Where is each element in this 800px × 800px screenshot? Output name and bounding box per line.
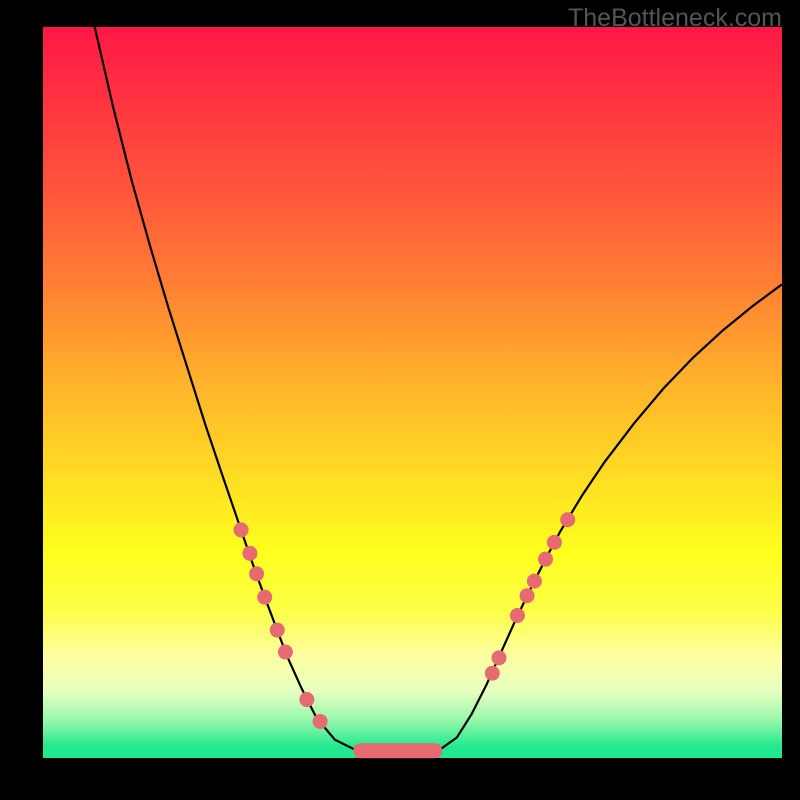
watermark-text: TheBottleneck.com [568,4,782,33]
data-marker [520,588,535,603]
data-marker [299,692,314,707]
data-marker [242,546,257,561]
data-marker [491,650,506,665]
data-marker [560,512,575,527]
data-marker [527,574,542,589]
plot-area [43,27,782,758]
marker-group [234,512,576,729]
data-marker [547,535,562,550]
data-marker [257,590,272,605]
data-marker [313,714,328,729]
data-marker [510,608,525,623]
curve-right-branch [438,284,782,750]
data-marker [270,623,285,638]
data-marker [538,552,553,567]
data-marker [278,645,293,660]
data-marker [485,666,500,681]
data-marker [234,522,249,537]
flat-bottom-bar [353,743,442,758]
data-marker [249,566,264,581]
curve-layer [43,27,782,758]
curve-left-branch [95,27,357,751]
